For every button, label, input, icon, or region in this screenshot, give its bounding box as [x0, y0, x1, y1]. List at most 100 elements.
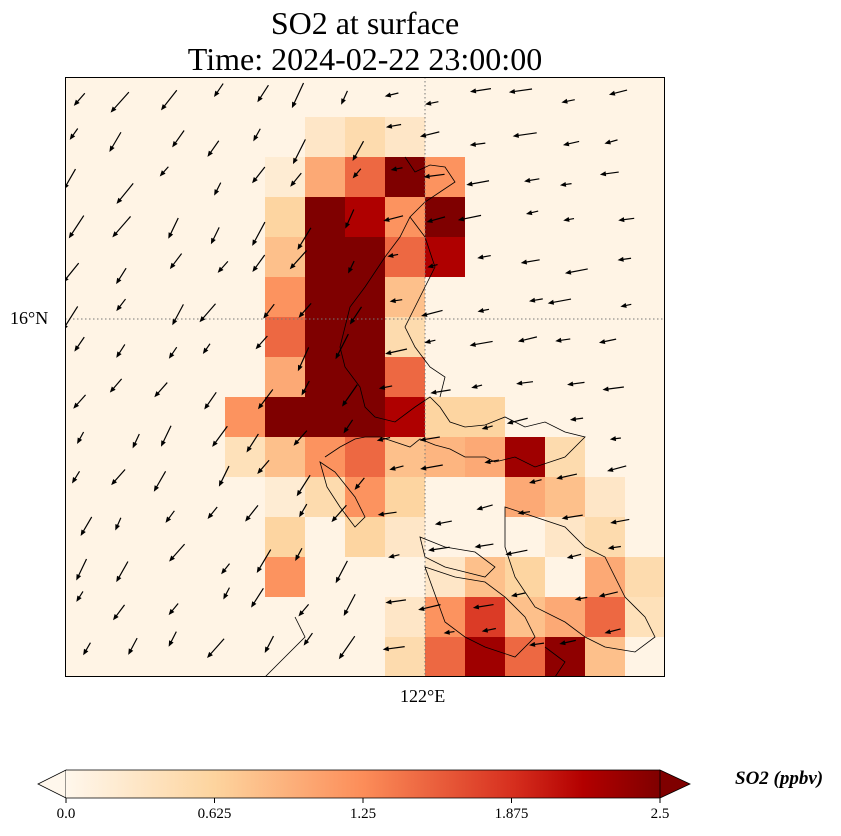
wind-arrow: [443, 629, 455, 635]
heatmap-cell: [225, 197, 266, 238]
heatmap-cell: [505, 157, 546, 198]
wind-arrow: [420, 464, 443, 471]
heatmap-cell: [465, 477, 506, 518]
wind-arrow: [292, 139, 306, 165]
heatmap-cell: [545, 197, 586, 238]
wind-arrow: [505, 549, 528, 556]
wind-arrow: [298, 604, 310, 617]
wind-arrow: [76, 591, 84, 602]
wind-arrow: [80, 516, 93, 536]
heatmap-cell: [185, 397, 226, 438]
heatmap-cell: [265, 317, 306, 358]
wind-arrow: [160, 89, 178, 111]
wind-arrow: [210, 227, 220, 245]
heatmap-cell: [345, 197, 386, 238]
map-frame: [65, 77, 665, 677]
wind-arrow: [349, 306, 363, 325]
wind-arrow: [132, 433, 140, 449]
lat-tick-label: 16°N: [10, 308, 49, 328]
wind-arrow: [169, 543, 186, 562]
wind-arrow: [257, 459, 270, 474]
heatmap-cell: [65, 277, 106, 318]
wind-arrow: [289, 250, 308, 270]
heatmap-cell: [105, 117, 146, 158]
wind-arrow: [116, 561, 129, 583]
wind-arrow: [484, 459, 500, 465]
heatmap-cell: [545, 597, 586, 638]
wind-arrow: [296, 474, 311, 497]
wind-arrow: [428, 546, 450, 553]
wind-arrow: [567, 381, 585, 387]
heatmap-cell: [305, 277, 346, 318]
heatmap-cell: [265, 397, 306, 438]
wind-arrow: [559, 639, 576, 646]
wind-arrow: [457, 214, 482, 222]
heatmap-cell: [425, 117, 466, 158]
heatmap-cell: [305, 357, 346, 398]
coastline: [264, 156, 656, 677]
wind-arrow: [620, 302, 632, 308]
wind-arrow: [574, 596, 588, 602]
colorbar-tick-label: 1.875: [494, 806, 529, 822]
wind-arrow: [207, 638, 225, 659]
wind-arrow: [159, 166, 169, 177]
wind-arrow: [525, 210, 539, 216]
heatmap-cell: [265, 557, 306, 598]
wind-arrow: [564, 268, 588, 275]
wind-arrow: [376, 436, 391, 442]
wind-arrow: [168, 631, 177, 647]
heatmap-cell: [345, 277, 386, 318]
wind-arrow: [341, 90, 348, 105]
heatmap-cell: [425, 157, 466, 198]
wind-arrow: [116, 183, 134, 204]
wind-arrow: [472, 603, 494, 610]
wind-arrow: [477, 254, 491, 260]
heatmap-cell: [65, 317, 106, 358]
wind-arrow: [252, 166, 266, 184]
wind-arrow: [516, 380, 534, 386]
heatmap-cell: [225, 237, 266, 278]
wind-arrow: [154, 382, 168, 398]
heatmap-cell: [425, 477, 466, 518]
wind-arrow: [561, 98, 575, 104]
heatmap-cell: [145, 397, 186, 438]
heatmap-cell: [545, 317, 586, 358]
heatmap-cell: [465, 77, 506, 118]
wind-arrow: [385, 123, 402, 129]
heatmap-cell: [425, 517, 466, 558]
heatmap-cell: [625, 557, 665, 598]
heatmap-cell: [545, 77, 586, 118]
heatmap-cell: [105, 277, 146, 318]
heatmap-cell: [65, 357, 106, 398]
heatmap-cell: [545, 117, 586, 158]
wind-arrow: [298, 302, 312, 318]
heatmap-cell: [65, 477, 106, 518]
heatmap-cell: [465, 397, 506, 438]
wind-arrow: [335, 333, 349, 360]
heatmap-cell: [345, 317, 386, 358]
wind-arrow: [153, 470, 167, 492]
heatmap-cell: [425, 557, 466, 598]
wind-arrow: [253, 128, 261, 142]
heatmap-cell: [185, 557, 226, 598]
heatmap-cell: [425, 637, 466, 677]
heatmap-cell: [505, 397, 546, 438]
heatmap-cell: [65, 517, 106, 558]
heatmap-cell: [465, 157, 506, 198]
colorbar-tick-label: 0.625: [197, 806, 232, 822]
heatmap-cell: [465, 357, 506, 398]
wind-arrow: [617, 256, 632, 262]
wind-arrow: [168, 603, 179, 616]
heatmap-cell: [185, 477, 226, 518]
wind-arrow: [528, 479, 542, 484]
heatmap-cell: [305, 397, 346, 438]
heatmap-cell: [145, 357, 186, 398]
wind-arrow: [559, 181, 572, 187]
heatmap-cell: [105, 557, 146, 598]
wind-arrow: [529, 641, 545, 647]
heatmap-cell: [585, 277, 626, 318]
heatmap-cell: [465, 277, 506, 318]
wind-arrow: [469, 340, 493, 347]
wind-arrow: [604, 628, 621, 635]
wind-arrow: [251, 587, 264, 608]
